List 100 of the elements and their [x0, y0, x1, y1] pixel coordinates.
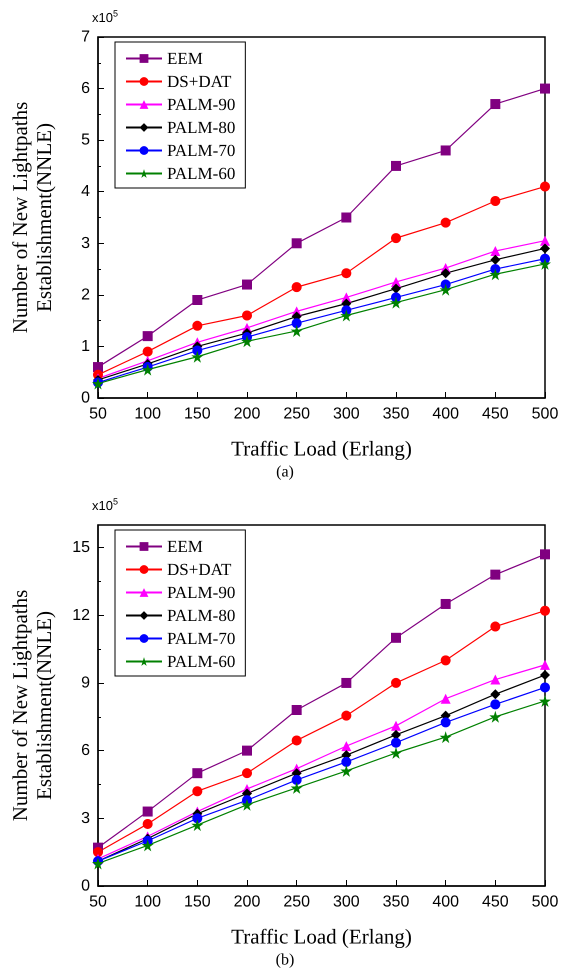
point [192, 320, 202, 331]
y-tick-label: 2 [81, 286, 90, 304]
point [540, 84, 550, 94]
y-tick-label: 3 [81, 810, 90, 827]
legend-label: PALM-80 [167, 606, 236, 625]
point [192, 346, 202, 356]
point [290, 324, 303, 337]
point [440, 145, 451, 156]
point [540, 236, 550, 246]
y-tick-label: 9 [81, 674, 90, 692]
point [540, 243, 550, 254]
point [341, 212, 352, 222]
point [540, 670, 550, 680]
y-tick-label: 6 [81, 80, 90, 98]
x-tick-label: 500 [532, 406, 558, 422]
point [340, 309, 352, 322]
point [540, 182, 550, 192]
point [440, 731, 452, 744]
point [440, 694, 451, 704]
point [490, 196, 500, 206]
point [490, 699, 500, 710]
x-tick-label: 300 [332, 894, 360, 910]
x-tick-label: 200 [234, 894, 260, 910]
point [539, 258, 551, 270]
y-tick-label: 3 [81, 234, 90, 252]
point [191, 350, 204, 363]
point [489, 268, 502, 280]
point [191, 819, 204, 832]
point [290, 782, 303, 794]
point [440, 284, 452, 296]
legend-label: PALM-80 [167, 118, 236, 137]
point [490, 570, 500, 580]
legend-label: DS+DAT [167, 560, 232, 579]
x-tick-label: 100 [134, 406, 162, 422]
x-tick-label: 50 [89, 406, 107, 422]
point [142, 331, 153, 342]
y-tick-label: 4 [81, 183, 90, 200]
point [192, 295, 202, 306]
legend-label: PALM-60 [167, 164, 236, 183]
x-tick-label: 100 [134, 894, 162, 910]
y-tick-label: 0 [81, 878, 90, 894]
point [341, 678, 352, 688]
y-tick-label: 5 [81, 132, 90, 149]
point [391, 738, 401, 748]
y-tick-label: 12 [72, 606, 90, 624]
y-tick-label: 15 [72, 539, 90, 556]
point [440, 655, 451, 666]
x-tick-label: 50 [89, 894, 107, 910]
point [242, 280, 252, 290]
x-tick-label: 250 [283, 406, 310, 422]
x-axis-title: Traffic Load (Erlang) [231, 436, 412, 460]
x-tick-label: 250 [283, 894, 310, 910]
point [341, 710, 352, 721]
point [292, 735, 302, 746]
x-tick-label: 350 [382, 894, 410, 910]
x-tick-label: 150 [184, 894, 211, 910]
point [440, 218, 451, 228]
point [391, 632, 401, 643]
point [540, 606, 550, 616]
legend-label: DS+DAT [167, 72, 232, 91]
point [540, 660, 550, 670]
point [341, 756, 352, 767]
y-tick-label: 7 [81, 28, 90, 46]
point [142, 839, 154, 852]
point [391, 678, 401, 688]
point [142, 806, 153, 817]
point [341, 741, 352, 752]
y-axis-title: Number of New Lightpaths Establishment(NNLE) [8, 102, 56, 334]
point [242, 768, 252, 778]
point [92, 857, 104, 870]
point [292, 282, 302, 292]
legend-label: EEM [167, 537, 203, 556]
point [490, 99, 500, 110]
y-tick-label: 0 [81, 390, 90, 406]
point [192, 768, 202, 778]
point [489, 710, 502, 723]
point [341, 268, 352, 278]
x-tick-label: 500 [532, 894, 558, 910]
point [391, 233, 401, 244]
y-axis-title: Number of New Lightpaths Establishment(NNLE) [8, 590, 56, 822]
legend-label: PALM-90 [167, 583, 236, 602]
point [242, 746, 252, 756]
legend-label: PALM-60 [167, 652, 236, 671]
x-axis-title: Traffic Load (Erlang) [231, 924, 412, 948]
point [490, 254, 500, 265]
x-tick-label: 450 [482, 894, 509, 910]
x-tick-label: 350 [382, 406, 410, 422]
point [142, 346, 153, 357]
point [490, 622, 500, 632]
point [192, 813, 202, 824]
point [142, 364, 154, 376]
x-tick-label: 400 [432, 894, 460, 910]
point [93, 847, 103, 858]
text: (b) [276, 952, 294, 968]
y-tick-label: 6 [81, 742, 90, 760]
x-tick-label: 300 [332, 406, 360, 422]
point [540, 549, 550, 560]
point [241, 335, 253, 348]
point [490, 674, 500, 685]
legend-label: PALM-70 [167, 141, 236, 160]
